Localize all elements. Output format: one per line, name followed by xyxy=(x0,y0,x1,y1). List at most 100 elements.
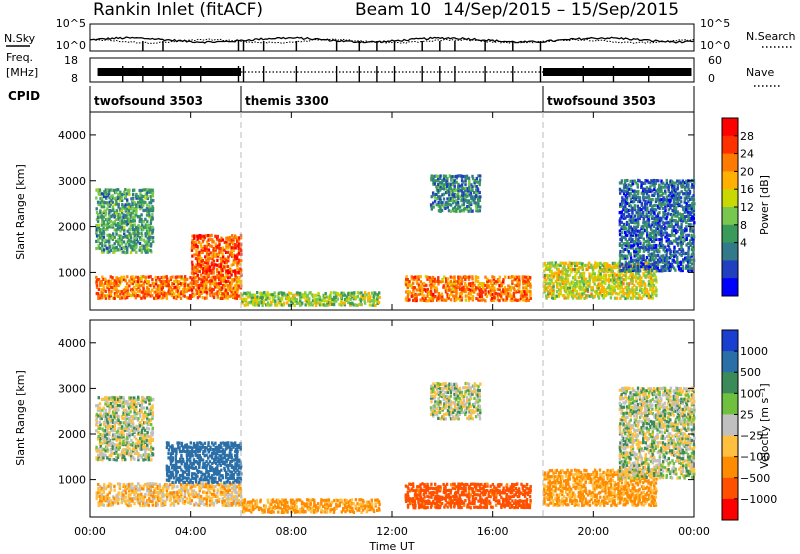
heatmap-cell xyxy=(147,486,150,491)
heatmap-cell xyxy=(590,292,593,296)
heatmap-cell xyxy=(107,241,111,246)
heatmap-cell xyxy=(642,194,645,198)
heatmap-cell xyxy=(219,289,223,293)
heatmap-cell xyxy=(316,301,320,305)
heatmap-cell xyxy=(177,443,180,447)
heatmap-cell xyxy=(629,264,632,268)
heatmap-cell xyxy=(121,250,124,254)
heatmap-cell xyxy=(624,225,627,229)
heatmap-cell xyxy=(154,501,158,505)
heatmap-cell xyxy=(510,294,513,298)
heatmap-cell xyxy=(100,192,104,196)
heatmap-cell xyxy=(444,201,447,205)
heatmap-cell xyxy=(453,195,456,199)
heatmap-cell xyxy=(688,210,692,214)
heatmap-cell xyxy=(191,234,194,238)
heatmap-cell xyxy=(207,256,210,260)
heatmap-cell xyxy=(223,492,226,497)
heatmap-cell xyxy=(104,211,108,215)
heatmap-cell xyxy=(464,282,467,286)
heatmap-cell xyxy=(489,292,493,296)
heatmap-cell xyxy=(115,283,118,287)
heatmap-cell xyxy=(270,293,273,297)
heatmap-cell xyxy=(494,279,497,284)
heatmap-cell xyxy=(660,204,663,208)
heatmap-cell xyxy=(171,275,174,279)
heatmap-cell xyxy=(590,294,593,298)
heatmap-cell xyxy=(155,482,158,486)
heatmap-cell xyxy=(670,191,674,195)
heatmap-cell xyxy=(583,263,586,267)
heatmap-cell xyxy=(682,260,685,264)
heatmap-cell xyxy=(668,248,672,252)
heatmap-cell xyxy=(503,288,506,292)
heatmap-cell xyxy=(573,288,577,292)
heatmap-cell xyxy=(654,197,658,201)
heatmap-cell xyxy=(114,294,118,298)
heatmap-cell xyxy=(643,202,647,206)
heatmap-cell xyxy=(199,242,203,246)
heatmap-cell xyxy=(223,484,226,488)
heatmap-cell xyxy=(147,230,151,234)
heatmap-cell xyxy=(448,288,451,292)
heatmap-cell xyxy=(203,244,206,248)
heatmap-cell xyxy=(246,301,250,305)
heatmap-cell xyxy=(223,490,226,495)
heatmap-cell xyxy=(175,466,178,470)
heatmap-cell xyxy=(115,188,118,192)
heatmap-cell xyxy=(658,194,661,198)
heatmap-cell xyxy=(330,302,334,306)
heatmap-cell xyxy=(435,288,439,292)
heatmap-cell xyxy=(138,219,141,223)
heatmap-cell xyxy=(274,299,277,303)
heatmap-cell xyxy=(601,286,604,290)
heatmap-cell xyxy=(222,486,225,490)
heatmap-cell xyxy=(227,488,230,492)
heatmap-cell xyxy=(599,274,602,278)
heatmap-cell xyxy=(590,276,593,280)
heatmap-cell xyxy=(227,486,230,490)
heatmap-cell xyxy=(586,294,589,298)
heatmap-cell xyxy=(673,254,676,258)
heatmap-cell xyxy=(329,291,333,295)
heatmap-cell xyxy=(478,209,482,213)
heatmap-cell xyxy=(108,296,111,300)
heatmap-cell xyxy=(100,231,104,235)
heatmap-cell xyxy=(633,229,636,233)
heatmap-cell xyxy=(548,278,551,282)
heatmap-cell xyxy=(620,181,623,185)
heatmap-cell xyxy=(672,266,676,270)
heatmap-cell xyxy=(671,187,674,191)
heatmap-cell xyxy=(191,254,194,258)
heatmap-cell xyxy=(476,292,479,296)
heatmap-cell xyxy=(142,244,145,248)
heatmap-cell xyxy=(574,277,577,281)
heatmap-cell xyxy=(519,294,523,298)
heatmap-cell xyxy=(585,286,588,290)
heatmap-cell xyxy=(676,237,679,241)
heatmap-cell xyxy=(610,268,613,272)
heatmap-cell xyxy=(229,250,232,254)
heatmap-cell xyxy=(645,212,648,216)
heatmap-cell xyxy=(634,233,638,237)
heatmap-cell xyxy=(155,293,158,298)
heatmap-cell xyxy=(135,232,138,236)
heatmap-cell xyxy=(256,295,259,299)
heatmap-cell xyxy=(635,229,638,233)
heatmap-cell xyxy=(230,238,234,242)
heatmap-cell xyxy=(680,222,683,226)
heatmap-cell xyxy=(441,279,444,283)
heatmap-cell xyxy=(478,292,481,296)
heatmap-cell xyxy=(117,202,120,206)
heatmap-cell xyxy=(616,262,620,266)
heatmap-cell xyxy=(295,301,299,305)
heatmap-cell xyxy=(673,248,676,252)
heatmap-cell xyxy=(685,251,688,255)
heatmap-cell xyxy=(674,254,678,258)
heatmap-cell xyxy=(674,202,677,206)
heatmap-cell xyxy=(104,279,107,283)
heatmap-cell xyxy=(183,285,186,289)
heatmap-cell xyxy=(642,237,645,241)
heatmap-cell xyxy=(180,478,183,482)
heatmap-cell xyxy=(680,250,683,254)
